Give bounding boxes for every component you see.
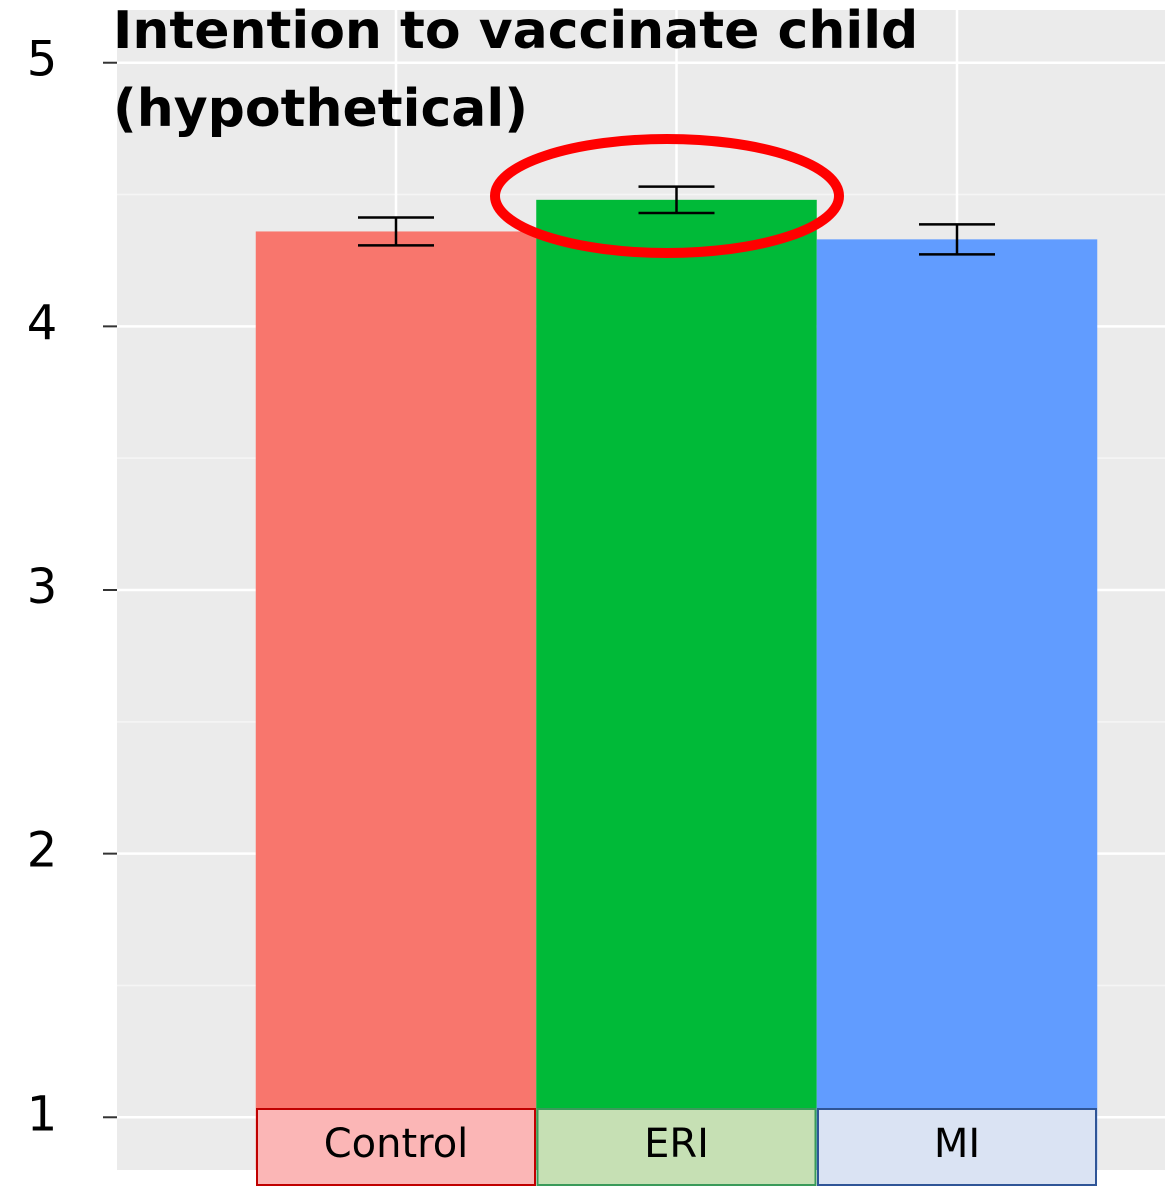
category-box — [817, 1108, 1097, 1186]
marks: Control ERI MI — [255, 185, 1098, 1186]
bar — [255, 231, 537, 1171]
chart-title: (hypothetical) — [113, 79, 528, 139]
chart-title: Intention to vaccinate child — [113, 1, 918, 61]
category-box — [256, 1108, 536, 1186]
y-tick-label: 2 — [27, 823, 58, 879]
x-tick-label: MI — [934, 1121, 980, 1167]
x-tick-label: ERI — [644, 1121, 709, 1167]
y-tick-label: 5 — [27, 32, 58, 88]
x-tick-label: Control — [324, 1121, 469, 1167]
category-box — [536, 1108, 817, 1186]
highlight-ellipse — [490, 134, 844, 258]
y-tick-label: 3 — [27, 559, 58, 615]
y-tick-label: 1 — [27, 1086, 58, 1142]
y-tick-label: 4 — [27, 295, 58, 351]
bar — [816, 239, 1098, 1170]
bar — [536, 199, 817, 1170]
